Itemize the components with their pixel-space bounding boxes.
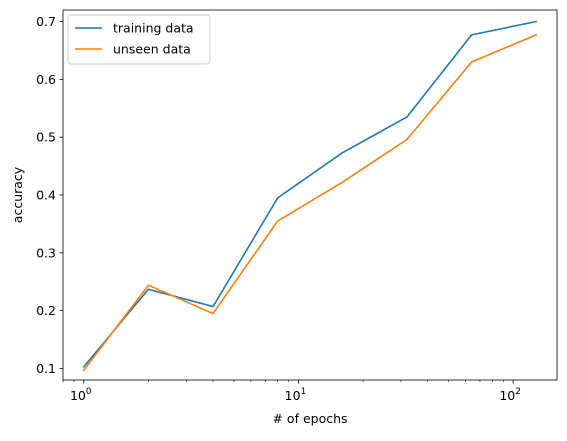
series-line-1: [82, 20, 538, 368]
x-axis-label: # of epochs: [272, 411, 347, 426]
y-tick-label: 0.1: [36, 361, 56, 376]
x-tick-label: 102: [499, 387, 521, 403]
y-tick-label: 0.5: [36, 130, 56, 145]
y-tick-label: 0.4: [36, 188, 56, 203]
x-tick-label: 101: [285, 387, 307, 403]
legend: training data unseen data: [67, 14, 211, 65]
series-line-2: [82, 33, 538, 372]
legend-box: [67, 14, 211, 65]
y-tick-label: 0.3: [36, 245, 56, 260]
legend-label-2: unseen data: [113, 42, 191, 57]
y-axis: 0.1 0.2 0.3 0.4 0.5 0.6 0.7: [36, 14, 63, 376]
y-tick-label: 0.7: [36, 14, 56, 29]
legend-label-1: training data: [113, 21, 194, 36]
plot-area: [62, 9, 558, 381]
x-axis: 100 101 102: [62, 380, 521, 403]
series-layer: [82, 20, 538, 372]
y-tick-label: 0.6: [36, 72, 56, 87]
plot-frame: [62, 9, 558, 381]
x-tick-label: 100: [70, 387, 92, 403]
y-tick-label: 0.2: [36, 303, 56, 318]
y-axis-label: accuracy: [10, 166, 25, 223]
